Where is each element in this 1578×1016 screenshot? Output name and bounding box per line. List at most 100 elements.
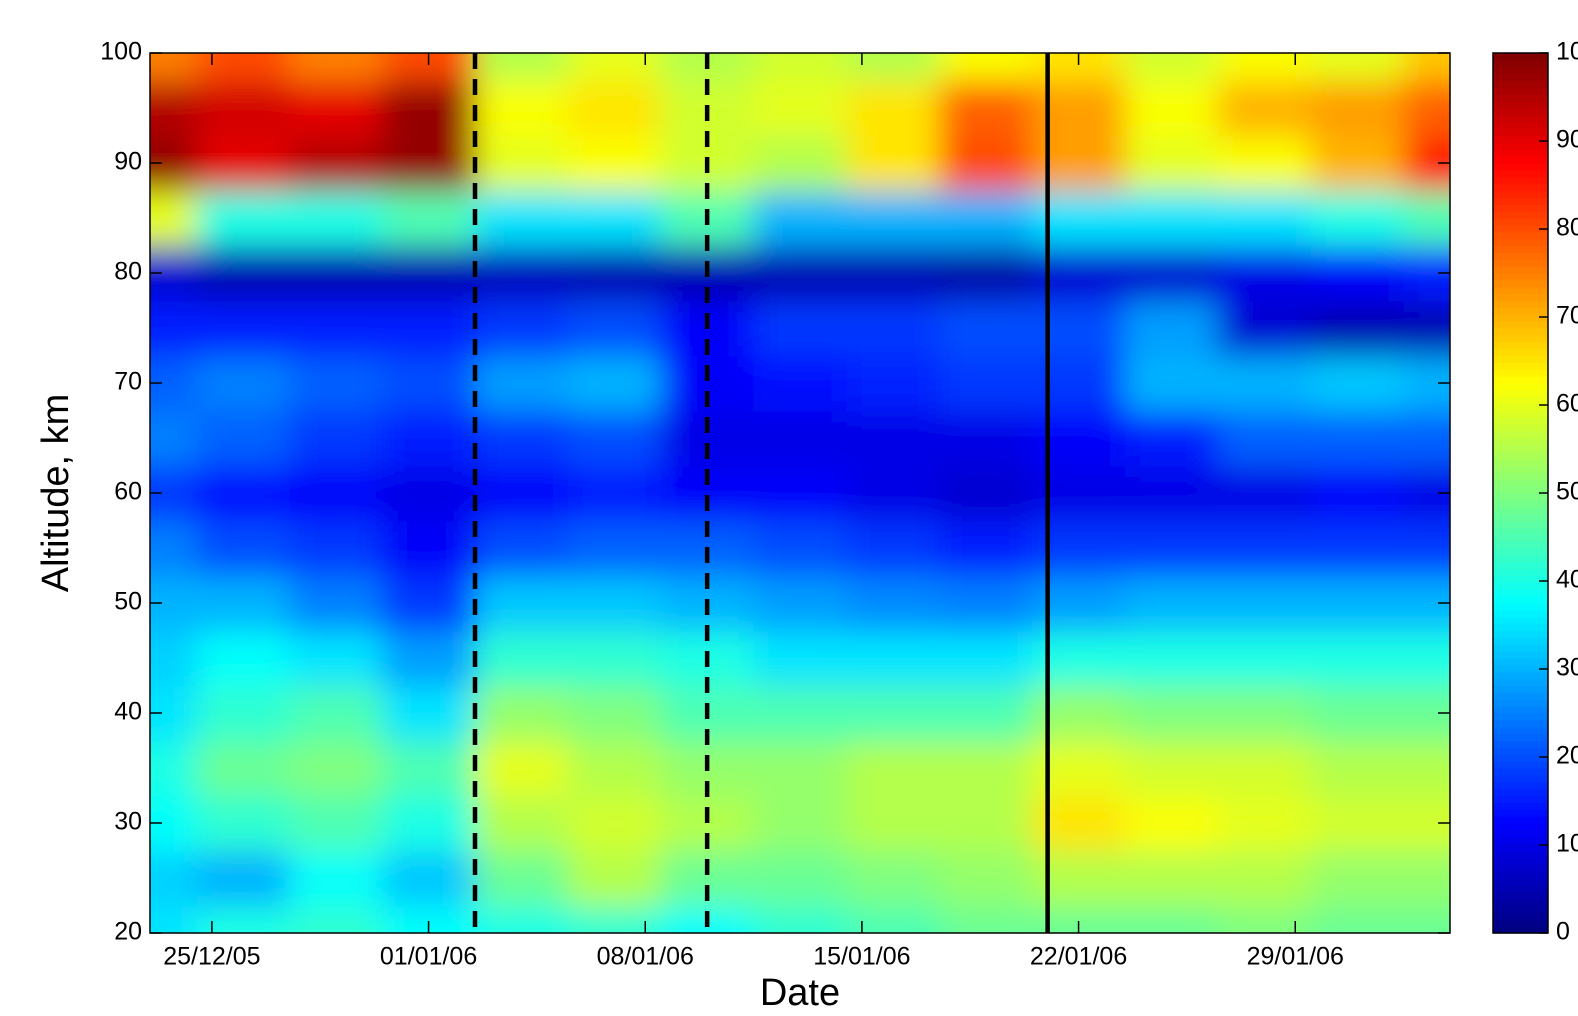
colorbar-swatch <box>1493 211 1548 219</box>
colorbar-swatch <box>1493 73 1548 82</box>
contour-cell <box>289 245 384 302</box>
contour-cell <box>289 53 384 82</box>
colorbar-swatch <box>1493 149 1548 157</box>
colorbar-swatch <box>1493 479 1548 487</box>
colorbar-swatch <box>1493 499 1548 508</box>
contour-cell <box>1125 520 1219 577</box>
contour-cell <box>753 795 848 852</box>
colorbar-swatch <box>1493 369 1548 377</box>
contour-cell <box>382 190 476 247</box>
contour-cell <box>1403 520 1450 577</box>
colorbar-swatch <box>1493 513 1548 522</box>
colorbar-swatch <box>1493 472 1548 480</box>
colorbar-tick-label: 70 <box>1556 302 1578 330</box>
contour-cell <box>289 850 384 907</box>
contour-cell <box>150 850 198 907</box>
contour-cell <box>150 520 198 577</box>
contour-cell <box>1125 135 1219 192</box>
colorbar-swatch <box>1493 561 1548 570</box>
contour-cell <box>753 53 848 82</box>
colorbar-swatch <box>1493 541 1548 549</box>
colorbar-swatch <box>1493 114 1548 123</box>
colorbar-swatch <box>1493 671 1548 680</box>
colorbar-swatch <box>1493 713 1548 721</box>
contour-cell <box>1310 630 1405 687</box>
contour-cell <box>753 300 848 357</box>
colorbar-swatch <box>1493 101 1548 109</box>
colorbar-swatch <box>1493 740 1548 748</box>
colorbar-swatch <box>1493 362 1548 370</box>
colorbar-swatch <box>1493 678 1548 687</box>
colorbar-swatch <box>1493 554 1548 563</box>
contour-cell <box>1125 575 1219 632</box>
x-tick-label: 22/01/06 <box>1030 943 1127 971</box>
contour-cell <box>475 410 569 467</box>
contour-cell <box>753 355 848 412</box>
colorbar-swatch <box>1493 87 1548 95</box>
contour-cell <box>1217 190 1312 247</box>
colorbar-swatch <box>1493 774 1548 783</box>
contour-cell <box>289 685 384 742</box>
colorbar-swatch <box>1493 293 1548 302</box>
contour-cell <box>1125 245 1219 302</box>
colorbar-swatch <box>1493 568 1548 577</box>
colorbar-swatch <box>1493 761 1548 769</box>
contour-cell <box>1403 190 1450 247</box>
colorbar-swatch <box>1493 884 1548 893</box>
contour-cell <box>382 575 476 632</box>
contour-cell <box>475 465 569 522</box>
contour-cell <box>382 135 476 192</box>
colorbar-swatch <box>1493 726 1548 735</box>
contour-cell <box>567 245 662 302</box>
colorbar-tick-label: 10 <box>1556 830 1578 858</box>
contour-cell <box>567 905 662 933</box>
colorbar-swatch <box>1493 231 1548 240</box>
contour-cell <box>939 190 1034 247</box>
colorbar-swatch <box>1493 383 1548 391</box>
contour-cell <box>382 520 476 577</box>
colorbar-swatch <box>1493 451 1548 460</box>
contour-cell <box>1310 300 1405 357</box>
contour-cell <box>475 190 569 247</box>
contour-cell <box>475 795 569 852</box>
contour-cell <box>567 520 662 577</box>
contour-field <box>150 53 1450 933</box>
contour-cell <box>939 80 1034 137</box>
x-axis-label: Date <box>760 972 840 1014</box>
contour-cell <box>1125 355 1219 412</box>
contour-cell <box>1403 80 1450 137</box>
colorbar-swatch <box>1493 444 1548 453</box>
colorbar-swatch <box>1493 417 1548 425</box>
contour-cell <box>846 300 941 357</box>
colorbar-swatch <box>1493 465 1548 473</box>
contour-cell <box>846 190 941 247</box>
y-axis-label: Altitude, km <box>35 394 77 593</box>
colorbar-tick-label: 90 <box>1556 126 1578 154</box>
contour-cell <box>1217 520 1312 577</box>
contour-cell <box>753 850 848 907</box>
colorbar-swatch <box>1493 341 1548 350</box>
colorbar-swatch <box>1493 307 1548 315</box>
contour-cell <box>196 795 291 852</box>
colorbar-swatch <box>1493 279 1548 288</box>
x-tick-label: 25/12/05 <box>163 943 260 971</box>
colorbar-swatch <box>1493 699 1548 707</box>
contour-cell <box>196 80 291 137</box>
contour-cell <box>567 465 662 522</box>
contour-cell <box>1125 685 1219 742</box>
contour-cell <box>1125 740 1219 797</box>
contour-cell <box>196 53 291 82</box>
colorbar-swatch <box>1493 788 1548 797</box>
colorbar-swatch <box>1493 273 1548 281</box>
contour-cell <box>939 465 1034 522</box>
colorbar-swatch <box>1493 843 1548 852</box>
colorbar-swatch <box>1493 108 1548 116</box>
colorbar-swatch <box>1493 582 1548 590</box>
contour-cell <box>475 575 569 632</box>
colorbar-swatch <box>1493 850 1548 858</box>
contour-cell <box>196 410 291 467</box>
contour-cell <box>150 685 198 742</box>
colorbar-swatch <box>1493 685 1548 693</box>
